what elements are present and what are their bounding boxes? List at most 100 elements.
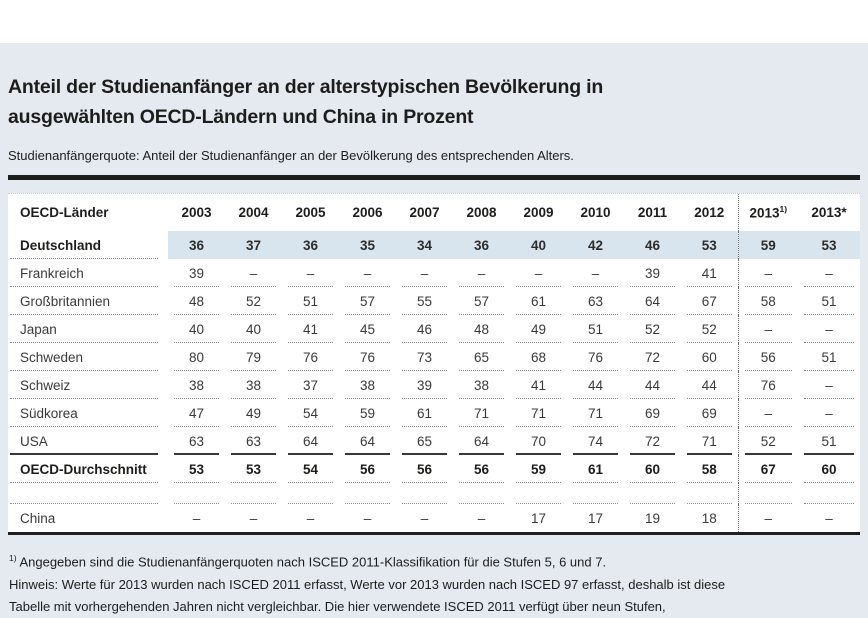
value-cell: 19 [644, 510, 661, 526]
footnote-1-text: Angegeben sind die Studienanfängerquoten… [16, 554, 607, 570]
year-column-header: 2003 [181, 205, 212, 220]
data-table: OECD-Länder 2003 2004 2005 2006 2007 2008 2009 2… [8, 194, 860, 532]
table-header-row: OECD-Länder 2003 2004 2005 2006 2007 2008 2009 2… [8, 194, 860, 231]
value-cell: 60 [624, 455, 681, 483]
value-cell: 52 [225, 287, 282, 315]
value-cell [225, 483, 282, 504]
value-cell: 38 [453, 371, 510, 399]
page-title-line1: Anteil der Studienanfänger an der alters… [8, 76, 604, 98]
value-cell: 53 [225, 455, 282, 483]
row-label: Schweden [8, 343, 168, 371]
value-cell: – [737, 504, 798, 532]
value-cell: 44 [567, 371, 624, 399]
value-cell: – [339, 259, 396, 287]
country-row: China – – – – – – 17 17 19 18 – – [8, 504, 860, 532]
value-cell [798, 483, 860, 504]
subtitle: Studienanfängerquote: Anteil der Studien… [8, 148, 574, 163]
year-column-header: 2005 [295, 205, 326, 220]
value-cell: 52 [681, 315, 738, 343]
country-row: Japan 40 40 41 45 46 48 49 51 52 52– – [8, 315, 860, 343]
value-cell: – [510, 259, 567, 287]
table-body: Deutschland 36 37 36 35 34 36 40 42 46 53 59 53 Frank… [8, 231, 860, 532]
value-cell: 74 [567, 427, 624, 455]
year-column-header: 2004 [238, 205, 269, 220]
row-label: OECD-Durchschnitt [8, 455, 168, 483]
year-2013-footnote-header: 20131) [737, 194, 798, 231]
value-cell: 69 [624, 399, 681, 427]
value-cell: 68 [510, 343, 567, 371]
value-cell: – [567, 259, 624, 287]
value-cell: 53 [681, 231, 738, 259]
value-cell: 46 [624, 231, 681, 259]
value-cell: 63 [567, 287, 624, 315]
table-box: OECD-Länder 2003 2004 2005 2006 2007 2008 2009 2… [8, 193, 860, 535]
value-cell: 44 [624, 371, 681, 399]
value-cell: 44 [681, 371, 738, 399]
value-cell: 45 [339, 315, 396, 343]
value-cell [510, 483, 567, 504]
value-cell: – [282, 259, 339, 287]
note-text: Hinweis: Werte für 2013 wurden nach ISCE… [9, 577, 726, 614]
value-cell: 63 [225, 427, 282, 455]
infographic-panel: Anteil der Studienanfänger an der alters… [0, 43, 868, 618]
value-cell: 40 [510, 231, 567, 259]
value-cell: 48 [453, 315, 510, 343]
value-cell: 80 [168, 343, 225, 371]
value-cell: 39 [624, 259, 681, 287]
row-label [8, 483, 168, 504]
page-title-line2: ausgewählten OECD-Ländern und China in P… [8, 106, 474, 128]
year-column-header: 2006 [352, 205, 383, 220]
country-row: Schweden 80 79 76 76 73 65 68 76 72 60 56 51 [8, 343, 860, 371]
value-cell: 58 [737, 287, 798, 315]
value-cell: 71 [567, 399, 624, 427]
value-cell: 52 [737, 427, 798, 455]
value-cell: 35 [339, 231, 396, 259]
value-cell: 41 [510, 371, 567, 399]
value-cell: 60 [798, 455, 860, 483]
footnote-1-marker: 1) [9, 553, 17, 563]
value-cell: 48 [168, 287, 225, 315]
value-cell: 73 [396, 343, 453, 371]
country-row: Deutschland 36 37 36 35 34 36 40 42 46 53 59 53 [8, 231, 860, 259]
value-cell: 56 [737, 343, 798, 371]
value-cell: 76 [282, 343, 339, 371]
footnote-1: 1) Angegeben sind die Studienanfängerquo… [9, 548, 861, 572]
value-cell: 71 [510, 399, 567, 427]
value-cell: 39 [168, 259, 225, 287]
row-label: USA [8, 427, 168, 455]
value-cell: 40 [168, 315, 225, 343]
value-cell: 76 [567, 343, 624, 371]
value-cell: 36 [168, 231, 225, 259]
country-row: OECD-Durchschnitt 53 53 54 56 56 56 59 61 60 58 67 6… [8, 455, 860, 483]
value-cell [737, 483, 798, 504]
value-cell: 64 [453, 427, 510, 455]
value-cell: 53 [168, 455, 225, 483]
value-cell: 60 [681, 343, 738, 371]
value-cell: 36 [453, 231, 510, 259]
corner-label: OECD-Länder [20, 205, 109, 220]
value-cell: 46 [396, 315, 453, 343]
value-cell: 36 [282, 231, 339, 259]
row-label: Südkorea [8, 399, 168, 427]
value-cell: – [249, 510, 258, 526]
value-cell: 38 [168, 371, 225, 399]
value-cell: 71 [453, 399, 510, 427]
footer: 1) Angegeben sind die Studienanfängerquo… [9, 548, 861, 617]
year-column-header: 2012 [694, 205, 725, 220]
value-cell: 76 [737, 371, 798, 399]
value-cell: – [825, 510, 833, 526]
value-cell: 56 [453, 455, 510, 483]
value-cell: 55 [396, 287, 453, 315]
value-cell: 59 [339, 399, 396, 427]
value-cell: 72 [624, 343, 681, 371]
value-cell: 51 [282, 287, 339, 315]
value-cell: – [737, 259, 798, 287]
value-cell: – [477, 510, 486, 526]
value-cell: 70 [510, 427, 567, 455]
value-cell: 61 [396, 399, 453, 427]
country-row: Großbritannien 48 52 51 57 55 57 61 63 64 67 58 51 [8, 287, 860, 315]
value-cell: 56 [339, 455, 396, 483]
spacer-row [8, 483, 860, 504]
value-cell: 40 [225, 315, 282, 343]
